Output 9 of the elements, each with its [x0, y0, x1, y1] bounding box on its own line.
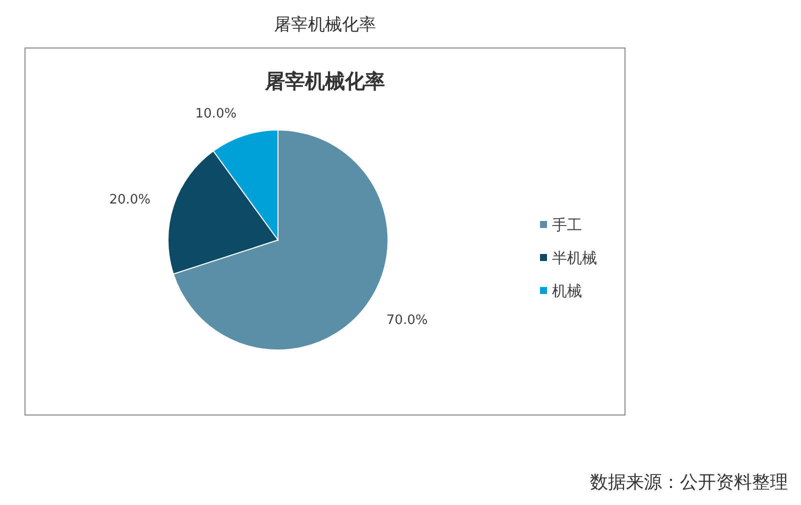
source-note: 数据来源：公开资料整理 — [590, 472, 788, 493]
legend-label: 机械 — [552, 282, 582, 300]
legend-label: 手工 — [552, 216, 582, 234]
data-label: 20.0% — [109, 192, 151, 208]
legend-label: 半机械 — [552, 249, 597, 267]
chart-title: 屠宰机械化率 — [274, 15, 376, 35]
chart-subtitle: 屠宰机械化率 — [264, 69, 385, 93]
data-label: 70.0% — [386, 312, 428, 328]
data-label: 10.0% — [195, 106, 237, 122]
